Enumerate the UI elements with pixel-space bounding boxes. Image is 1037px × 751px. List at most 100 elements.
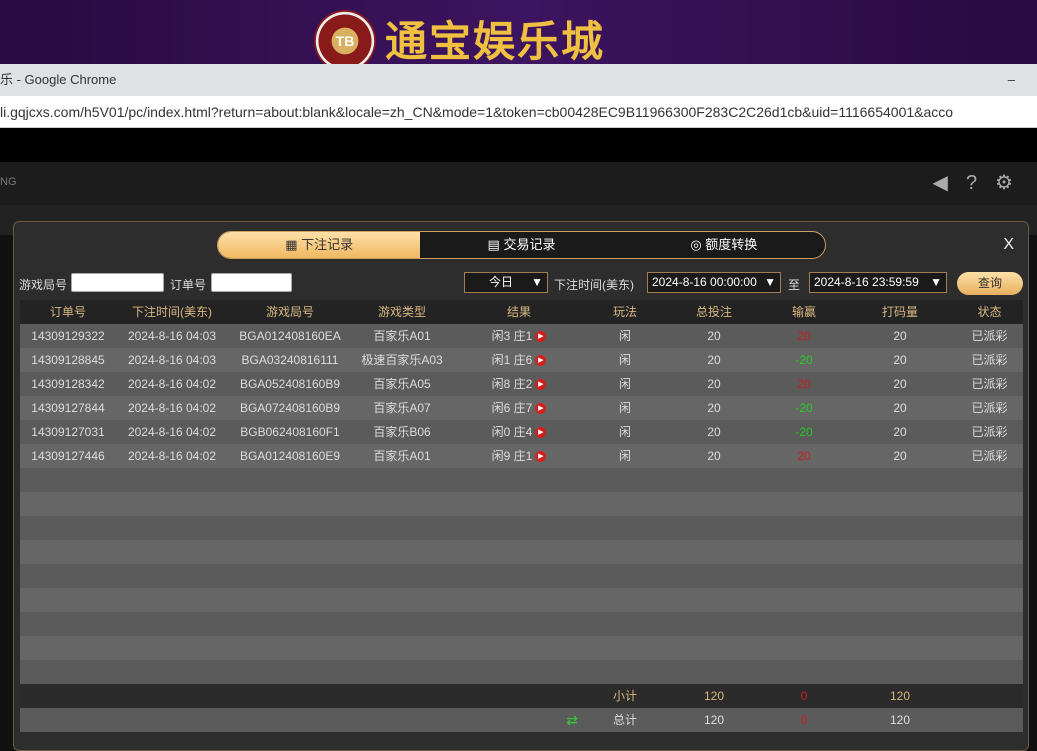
empty-row [20, 492, 1023, 516]
cell-bet: 20 [707, 449, 721, 463]
empty-row [20, 468, 1023, 492]
cell-order: 14309127844 [31, 401, 105, 415]
cell-order: 14309127031 [31, 425, 105, 439]
period-select[interactable]: 今日 ▼ [464, 272, 548, 293]
time-label: 下注时间(美东) [554, 278, 634, 292]
cell-time: 2024-8-16 04:02 [127, 449, 217, 463]
tab-transactions[interactable]: ▤ 交易记录 [487, 237, 556, 252]
bet-table: 订单号 下注时间(美东) 游戏局号 游戏类型 结果 玩法 总投注 输赢 打码量 状态 143091… [20, 300, 1023, 732]
play-replay-icon[interactable]: ▶ [535, 451, 547, 463]
total-row: ⇄ 总计 120 0 120 [20, 708, 1023, 732]
cell-game: 百家乐A01 [373, 329, 431, 343]
tab-credit-transfer[interactable]: ◎ 额度转换 [690, 237, 758, 252]
brand-fragment: NG [0, 176, 17, 188]
cell-game: 百家乐A05 [373, 377, 431, 391]
logo-chip: TB [314, 10, 376, 72]
window-title: 乐 - Google Chrome [0, 72, 117, 87]
cell-round: BGB062408160F1 [240, 425, 340, 439]
start-date-select[interactable]: 2024-8-16 00:00:00 ▼ [647, 272, 781, 293]
table-row: 14309128845 2024-8-16 04:03 BGA03240816111… [20, 348, 1023, 372]
cell-result: 闲8 庄2 ▶ [452, 372, 586, 396]
help-icon[interactable]: ? [965, 172, 996, 194]
play-replay-icon[interactable]: ▶ [535, 403, 547, 415]
cell-round: BGA012408160EA [239, 329, 341, 343]
bet-records-modal: ▦ 下注记录 ▤ 交易记录 ◎ 额度转换 X 游戏局号 订单号 今日 ▼ 下注时间… [13, 221, 1029, 751]
filter-bar: 游戏局号 订单号 今日 ▼ 下注时间(美东) 2024-8-16 00:00:00… [19, 269, 1023, 299]
subtotal-row: 小计 120 0 120 [20, 684, 1023, 708]
cell-valid: 20 [893, 425, 907, 439]
cell-round: BGA072408160B9 [239, 401, 341, 415]
window-titlebar: 乐 - Google Chrome – [0, 64, 1037, 96]
cell-play: 闲 [618, 353, 631, 367]
cell-valid: 20 [893, 449, 907, 463]
table-row: 14309127031 2024-8-16 04:02 BGB062408160F1… [20, 420, 1023, 444]
total-bet: 120 [703, 713, 725, 727]
address-bar[interactable]: li.gqjcxs.com/h5V01/pc/index.html?return… [0, 96, 1037, 128]
order-label: 订单号 [170, 278, 207, 292]
cell-result: 闲1 庄6 ▶ [452, 348, 586, 372]
close-button[interactable]: X [1003, 236, 1014, 253]
game-round-label: 游戏局号 [19, 278, 68, 292]
cell-valid: 20 [893, 377, 907, 391]
cell-status: 已派彩 [971, 449, 1008, 463]
cell-valid: 20 [893, 401, 907, 415]
minimize-button[interactable]: – [1007, 72, 1015, 87]
play-replay-icon[interactable]: ▶ [535, 331, 547, 343]
subtotal-label: 小计 [612, 689, 637, 703]
cell-time: 2024-8-16 04:02 [127, 425, 217, 439]
cell-time: 2024-8-16 04:03 [127, 353, 217, 367]
chevron-down-icon: ▼ [531, 275, 543, 289]
to-label: 至 [788, 278, 801, 292]
total-winloss: 0 [800, 713, 808, 727]
clipboard-icon: ▤ [487, 237, 504, 252]
empty-row [20, 588, 1023, 612]
cell-status: 已派彩 [971, 425, 1008, 439]
cell-game: 百家乐A07 [373, 401, 431, 415]
cell-result: 闲6 庄7 ▶ [452, 396, 586, 420]
logo-text: 通宝娱乐城 [385, 17, 606, 66]
order-input[interactable] [211, 273, 292, 292]
column-header: 输赢 [791, 305, 816, 319]
tab-bet-records[interactable]: ▦ 下注记录 [218, 232, 421, 258]
cell-status: 已派彩 [971, 353, 1008, 367]
play-replay-icon[interactable]: ▶ [535, 427, 547, 439]
play-replay-icon[interactable]: ▶ [535, 379, 547, 391]
cell-game: 百家乐A01 [373, 449, 431, 463]
column-header: 打码量 [881, 305, 918, 319]
query-button[interactable]: 查询 [957, 272, 1023, 295]
cell-winloss: 20 [797, 377, 811, 391]
total-label: 总计 [612, 713, 637, 727]
cell-order: 14309128845 [31, 353, 105, 367]
cell-bet: 20 [707, 353, 721, 367]
spacer [0, 128, 1037, 162]
cell-result: 闲9 庄1 ▶ [452, 444, 586, 468]
play-replay-icon[interactable]: ▶ [535, 355, 547, 367]
cell-order: 14309128342 [31, 377, 105, 391]
cell-order: 14309129322 [31, 329, 105, 343]
table-header: 订单号 下注时间(美东) 游戏局号 游戏类型 结果 玩法 总投注 输赢 打码量 状态 [20, 300, 1023, 324]
cell-time: 2024-8-16 04:02 [127, 377, 217, 391]
cell-bet: 20 [707, 425, 721, 439]
cell-bet: 20 [707, 329, 721, 343]
cell-order: 14309127446 [31, 449, 105, 463]
refresh-icon[interactable]: ⇄ [566, 712, 578, 728]
column-header: 游戏类型 [377, 305, 426, 319]
coins-icon: ◎ [690, 237, 706, 252]
cell-play: 闲 [618, 329, 631, 343]
cell-time: 2024-8-16 04:03 [127, 329, 217, 343]
cell-winloss: 20 [797, 329, 811, 343]
cell-valid: 20 [893, 329, 907, 343]
cell-game: 极速百家乐A03 [361, 353, 443, 367]
column-header: 状态 [977, 305, 1002, 319]
subtotal-bet: 120 [703, 689, 725, 703]
subtotal-valid: 120 [889, 689, 911, 703]
end-date-select[interactable]: 2024-8-16 23:59:59 ▼ [809, 272, 947, 293]
column-header: 结果 [506, 305, 531, 319]
game-round-input[interactable] [71, 273, 164, 292]
cell-round: BGA012408160E9 [239, 449, 341, 463]
gear-icon[interactable]: ⚙ [995, 172, 1031, 194]
chevron-down-icon: ▼ [930, 275, 942, 289]
empty-row [20, 516, 1023, 540]
cell-play: 闲 [618, 425, 631, 439]
sound-icon[interactable]: ◀ [932, 172, 966, 194]
